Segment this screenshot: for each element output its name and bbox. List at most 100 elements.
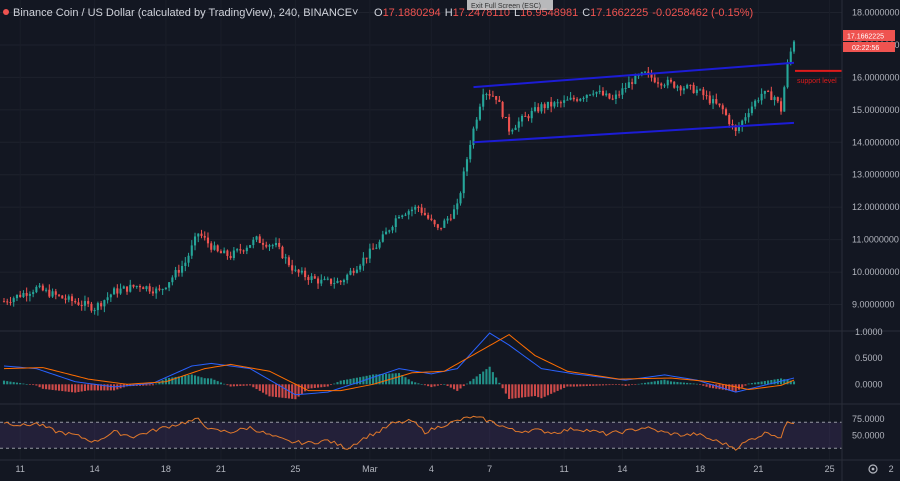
candle [540, 102, 543, 114]
candle [443, 218, 446, 229]
candle [333, 277, 336, 289]
candle [498, 96, 501, 103]
macd-hist-bar [294, 384, 297, 400]
candle [776, 96, 779, 104]
macd-hist-bar [789, 380, 792, 385]
candle [372, 243, 375, 250]
candle [608, 93, 611, 100]
candle [783, 85, 786, 112]
candle [310, 273, 313, 284]
candle [757, 97, 760, 104]
candle [381, 230, 384, 243]
macd-hist-bar [414, 382, 417, 385]
candle [35, 285, 38, 294]
candle [145, 285, 148, 292]
settings-gear-icon[interactable] [868, 464, 878, 474]
macd-hist-bar [501, 384, 504, 389]
candle [653, 73, 656, 84]
macd-hist-bar [77, 384, 80, 393]
candle [219, 249, 222, 254]
price-candles [2, 40, 796, 316]
candle [245, 245, 248, 255]
candle [313, 273, 316, 279]
candle [181, 260, 184, 277]
macd-hist-bar [278, 384, 281, 398]
macd-hist-bar [349, 378, 352, 385]
candle [25, 287, 28, 302]
macd-hist-bar [148, 384, 151, 386]
macd-hist-bar [420, 384, 423, 385]
candle [682, 85, 685, 95]
macd-hist-bar [669, 381, 673, 385]
candle [478, 103, 481, 122]
candle [378, 239, 381, 250]
candle [465, 156, 469, 177]
candle [414, 204, 417, 214]
macd-hist-bar [482, 371, 485, 385]
macd-hist-bar [760, 381, 763, 385]
candle [669, 77, 673, 84]
candle [226, 249, 229, 260]
macd-hist-bar [19, 383, 22, 385]
candle [524, 111, 527, 117]
dropdown-chevron-icon[interactable]: ˅ [352, 7, 358, 19]
low-label: L [514, 7, 520, 19]
candle [469, 140, 472, 163]
macd-hist-bar [588, 384, 592, 386]
macd-hist-bar [2, 380, 6, 385]
macd-hist-bar [310, 384, 313, 389]
macd-hist-bar [12, 382, 15, 385]
candle [359, 263, 362, 273]
candle [673, 81, 676, 89]
macd-hist-bar [433, 384, 436, 387]
macd-hist-bar [187, 375, 190, 385]
candle [6, 298, 9, 306]
macd-hist-bar [401, 375, 404, 385]
macd-hist-bar [174, 376, 177, 385]
candle [656, 77, 660, 88]
macd-hist-bar [543, 384, 546, 397]
candle [676, 84, 679, 92]
candle [504, 116, 507, 118]
macd-hist-bar [456, 384, 459, 391]
macd-hist-bar [498, 382, 501, 385]
price-tick-label: 13.0000000 [852, 170, 900, 180]
macd-hist-bar [663, 379, 666, 385]
exit-fullscreen-button[interactable]: Exit Full Screen (ESC) [467, 0, 553, 10]
candle [28, 291, 31, 302]
macd-hist-bar [757, 382, 760, 385]
candle [278, 238, 281, 250]
macd-hist-bar [142, 384, 145, 386]
time-tick-label: 11 [16, 464, 25, 474]
macd-hist-bar [634, 384, 637, 385]
candle [533, 101, 537, 113]
macd-hist-bar [38, 384, 41, 388]
candle [242, 249, 245, 254]
symbol-title[interactable]: Binance Coin / US Dollar (calculated by … [13, 7, 352, 19]
candle [621, 83, 624, 100]
candle [346, 273, 349, 284]
macd-hist-bar [436, 384, 439, 386]
price-badge-timer: 02:22:56 [852, 45, 879, 52]
support-level-label: support level [797, 78, 837, 85]
macd-hist-bar [427, 384, 430, 387]
macd-hist-bar [51, 384, 54, 390]
candle [686, 83, 689, 90]
candle [125, 286, 129, 295]
candle [74, 298, 77, 304]
candle [595, 91, 598, 98]
macd-hist-bar [702, 384, 705, 386]
candle [206, 232, 210, 248]
candle [427, 212, 430, 220]
macd-hist-bar [304, 384, 307, 392]
macd-hist-bar [621, 384, 624, 386]
candle [417, 205, 420, 213]
time-tick-label: 25 [290, 464, 300, 474]
candle [440, 227, 443, 231]
macd-hist-bar [365, 375, 368, 385]
candle [32, 289, 35, 298]
macd-tick-label: 1.0000 [855, 327, 883, 337]
macd-hist-bar [355, 377, 358, 385]
macd-hist-bar [644, 382, 647, 385]
candle [184, 257, 187, 272]
